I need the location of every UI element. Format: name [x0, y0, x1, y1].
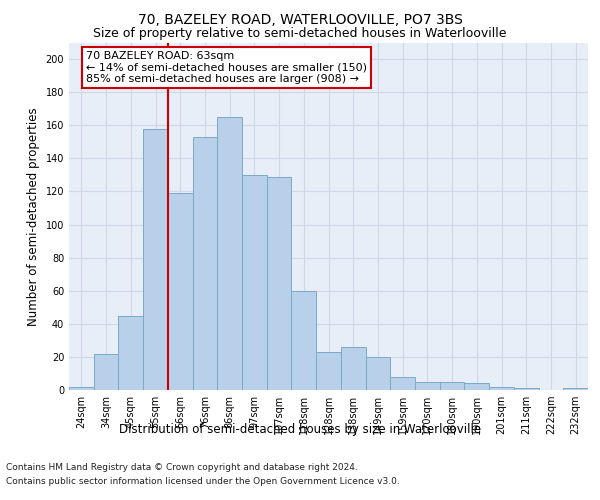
Bar	[341, 347, 365, 390]
Bar	[292, 290, 316, 390]
Bar	[94, 354, 118, 390]
Bar	[390, 377, 415, 390]
Bar	[365, 357, 390, 390]
Text: 70, BAZELEY ROAD, WATERLOOVILLE, PO7 3BS: 70, BAZELEY ROAD, WATERLOOVILLE, PO7 3BS	[137, 12, 463, 26]
Text: Size of property relative to semi-detached houses in Waterlooville: Size of property relative to semi-detach…	[93, 28, 507, 40]
Text: Contains public sector information licensed under the Open Government Licence v3: Contains public sector information licen…	[6, 478, 400, 486]
Bar	[464, 384, 489, 390]
Bar	[118, 316, 143, 390]
Bar	[217, 117, 242, 390]
Text: 70 BAZELEY ROAD: 63sqm
← 14% of semi-detached houses are smaller (150)
85% of se: 70 BAZELEY ROAD: 63sqm ← 14% of semi-det…	[86, 51, 367, 84]
Bar	[242, 175, 267, 390]
Bar	[168, 193, 193, 390]
Text: Contains HM Land Registry data © Crown copyright and database right 2024.: Contains HM Land Registry data © Crown c…	[6, 462, 358, 471]
Bar	[143, 128, 168, 390]
Bar	[415, 382, 440, 390]
Text: Distribution of semi-detached houses by size in Waterlooville: Distribution of semi-detached houses by …	[119, 422, 481, 436]
Bar	[316, 352, 341, 390]
Bar	[193, 137, 217, 390]
Bar	[563, 388, 588, 390]
Bar	[267, 176, 292, 390]
Bar	[69, 386, 94, 390]
Bar	[514, 388, 539, 390]
Y-axis label: Number of semi-detached properties: Number of semi-detached properties	[27, 107, 40, 326]
Bar	[489, 386, 514, 390]
Bar	[440, 382, 464, 390]
